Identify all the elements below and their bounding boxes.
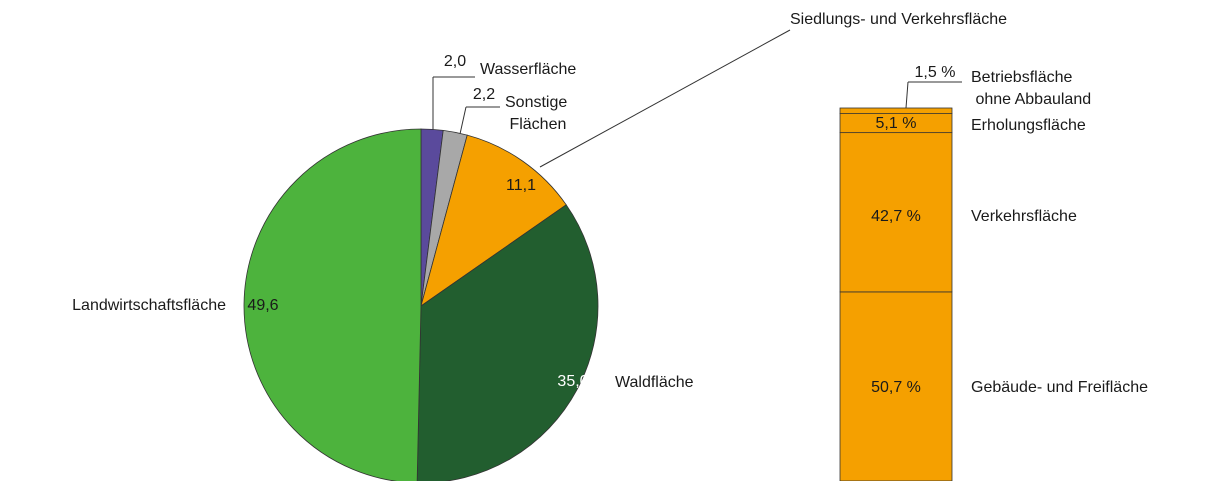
pie-slice <box>416 204 599 481</box>
pie-slice <box>243 128 422 481</box>
value-label: 50,7 % <box>871 379 921 396</box>
category-label: Waldfläche <box>615 374 694 391</box>
value-label: 49,6 <box>247 297 278 314</box>
leader-line <box>905 81 909 109</box>
category-label: Gebäude- und Freifläche <box>971 379 1148 396</box>
bar-segment <box>839 132 953 293</box>
value-label: 35,0 <box>557 373 588 390</box>
category-label: Verkehrsfläche <box>971 208 1077 225</box>
bar-segment <box>839 107 953 114</box>
category-label: Sonstige Flächen <box>505 94 567 133</box>
category-label: Landwirtschaftsfläche <box>72 297 226 314</box>
category-label: Betriebsfläche ohne Abbauland <box>971 69 1091 108</box>
pie-slice <box>420 134 567 307</box>
leader-line <box>459 106 467 135</box>
value-label: 1,5 % <box>915 64 956 81</box>
value-label: 42,7 % <box>871 208 921 225</box>
category-label: Siedlungs- und Verkehrsfläche <box>790 11 1007 28</box>
leader-line <box>539 29 791 168</box>
bar-segment <box>839 291 953 481</box>
category-label: Wasserfläche <box>480 61 576 78</box>
category-label: Erholungsfläche <box>971 117 1086 134</box>
value-label: 2,0 <box>444 53 466 70</box>
value-label: 2,2 <box>473 86 495 103</box>
value-label: 5,1 % <box>876 115 917 132</box>
value-label: 11,1 <box>506 177 536 194</box>
